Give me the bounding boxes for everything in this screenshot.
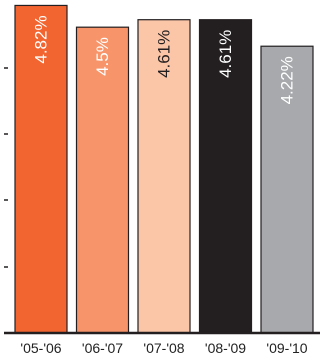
bar xyxy=(198,19,253,334)
bar-value-label: 4.61% xyxy=(216,30,235,78)
category-label: '08-'09 xyxy=(205,340,246,356)
bar xyxy=(260,45,314,334)
category-label: '07-'08 xyxy=(143,340,184,356)
bar xyxy=(137,19,191,334)
category-label: '09-'10 xyxy=(266,340,307,356)
bar-value-label: 4.82% xyxy=(32,15,51,63)
bar-value-label: 4.5% xyxy=(93,37,112,76)
bar-value-label: 4.61% xyxy=(155,30,174,78)
bar xyxy=(14,4,68,334)
category-label: '05-'06 xyxy=(20,340,61,356)
bar-value-label: 4.22% xyxy=(278,56,297,104)
category-label: '06-'07 xyxy=(82,340,123,356)
